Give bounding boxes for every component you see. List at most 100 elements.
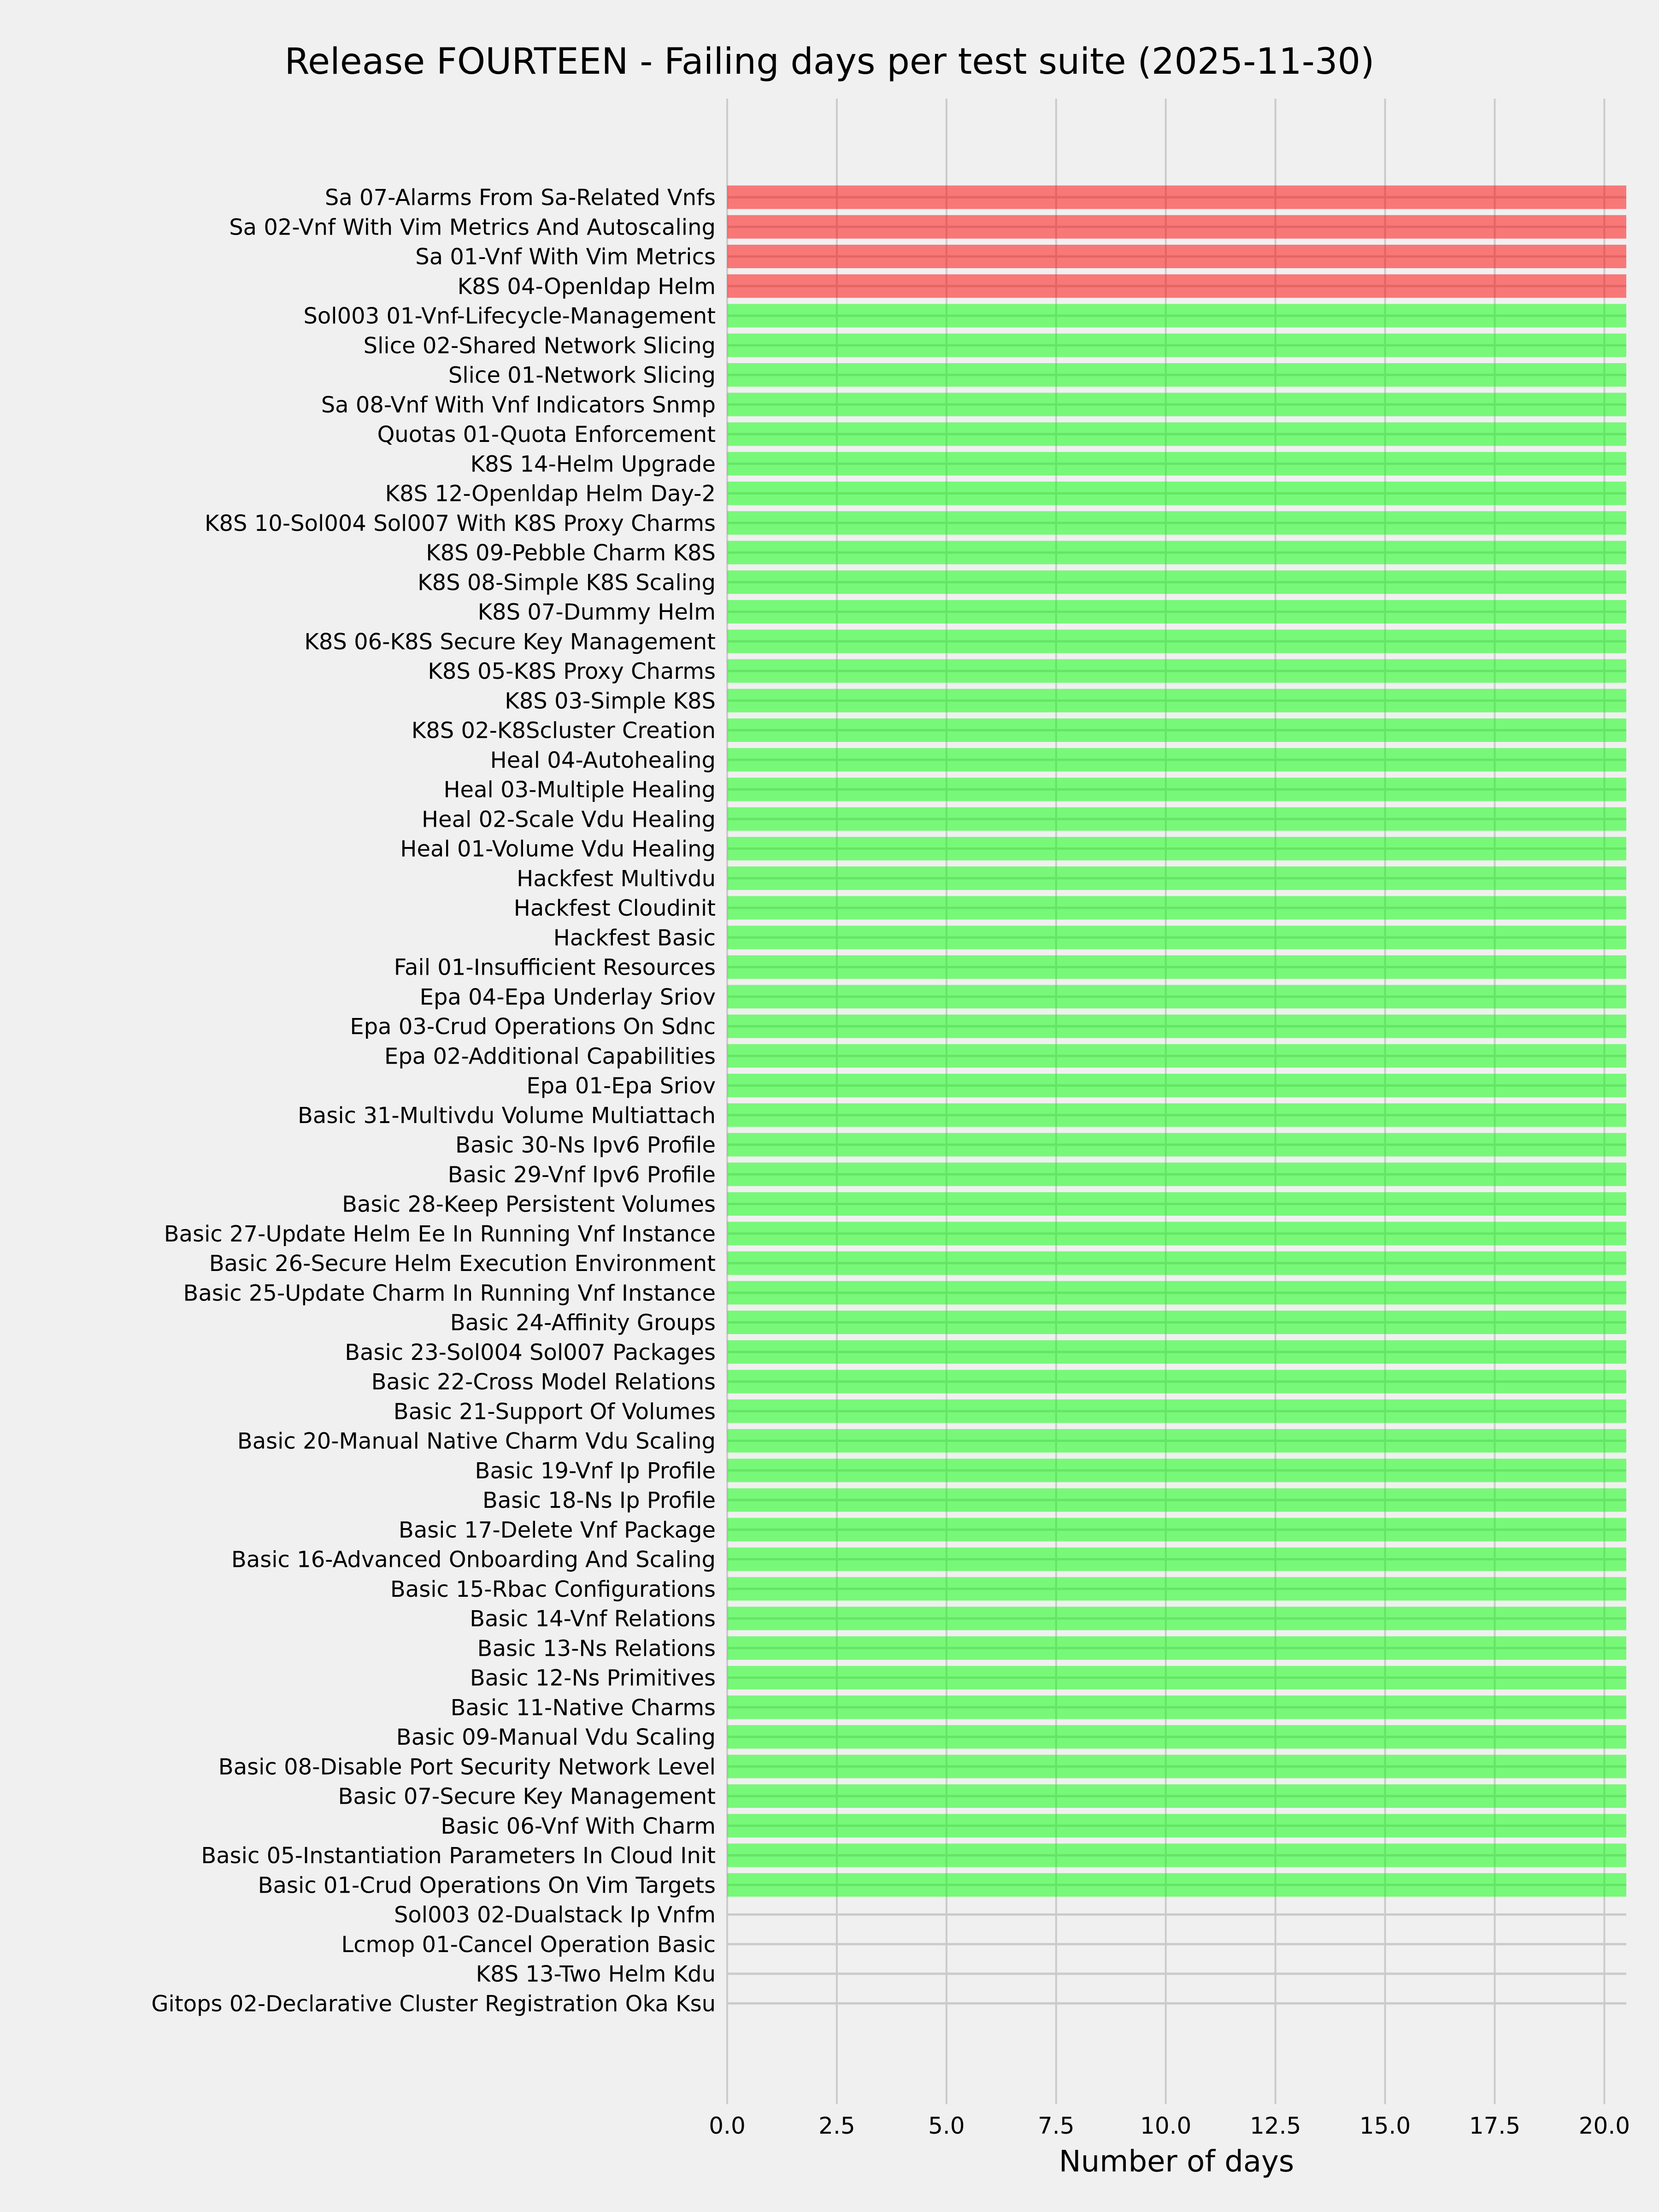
bar: [727, 333, 1626, 357]
bar: [727, 511, 1626, 535]
bar: [727, 1192, 1626, 1216]
bar: [727, 452, 1626, 476]
bar: [727, 1873, 1626, 1897]
y-tick-label: Basic 28-Keep Persistent Volumes: [342, 1192, 716, 1218]
y-tick-label: Heal 02-Scale Vdu Healing: [422, 806, 716, 832]
y-tick-label: K8S 09-Pebble Charm K8S: [426, 540, 716, 566]
y-tick-label: Basic 09-Manual Vdu Scaling: [396, 1724, 716, 1750]
bars: [727, 185, 1626, 1897]
y-tick-label: Basic 08-Disable Port Security Network L…: [218, 1754, 716, 1780]
bar: [727, 659, 1626, 683]
bar: [727, 600, 1626, 624]
bar: [727, 837, 1626, 860]
bar: [727, 1518, 1626, 1541]
bar: [727, 688, 1626, 712]
x-axis-label: Number of days: [1059, 2145, 1294, 2179]
bar: [727, 1636, 1626, 1660]
y-tick-label: Basic 22-Cross Model Relations: [371, 1369, 716, 1395]
bar: [727, 304, 1626, 328]
y-tick-label: Sa 01-Vnf With Vim Metrics: [415, 244, 716, 270]
y-tick-label: Epa 04-Epa Underlay Sriov: [420, 984, 716, 1010]
y-tick-label: Heal 03-Multiple Healing: [443, 777, 716, 803]
bar: [727, 748, 1626, 772]
y-tick-label: Gitops 02-Declarative Cluster Registrati…: [151, 1991, 716, 2017]
chart-title: Release FOURTEEN - Failing days per test…: [284, 41, 1374, 82]
bar: [727, 422, 1626, 446]
x-tick-label: 10.0: [1140, 2112, 1191, 2139]
y-tick-label: K8S 10-Sol004 Sol007 With K8S Proxy Char…: [205, 511, 716, 536]
bar: [727, 1399, 1626, 1423]
y-tick-label: Heal 04-Autohealing: [490, 747, 716, 773]
bar: [727, 1281, 1626, 1305]
y-tick-label: Epa 02-Additional Capabilities: [384, 1043, 716, 1069]
bar: [727, 1488, 1626, 1512]
bar: [727, 1784, 1626, 1808]
bar: [727, 1459, 1626, 1483]
y-tick-label: Basic 25-Update Charm In Running Vnf Ins…: [183, 1280, 716, 1306]
x-tick-label: 7.5: [1038, 2112, 1075, 2139]
bar: [727, 215, 1626, 239]
y-tick-label: Basic 12-Ns Primitives: [470, 1665, 716, 1691]
y-tick-label: Epa 01-Epa Sriov: [526, 1073, 716, 1099]
y-tick-label: Basic 11-Native Charms: [451, 1695, 716, 1721]
x-tick-label: 15.0: [1359, 2112, 1411, 2139]
x-tick-label: 17.5: [1469, 2112, 1520, 2139]
bar: [727, 1577, 1626, 1601]
y-tick-label: Fail 01-Insufficient Resources: [394, 955, 716, 981]
y-tick-label: Basic 21-Support Of Volumes: [394, 1399, 716, 1424]
y-tick-label: Basic 17-Delete Vnf Package: [399, 1517, 716, 1543]
bar: [727, 896, 1626, 920]
y-tick-label: Lcmop 01-Cancel Operation Basic: [341, 1932, 716, 1958]
bar: [727, 1606, 1626, 1630]
y-tick-label: K8S 12-Openldap Helm Day-2: [385, 481, 716, 507]
y-tick-label: Basic 18-Ns Ip Profile: [482, 1488, 716, 1513]
x-tick-label: 12.5: [1250, 2112, 1301, 2139]
bar: [727, 393, 1626, 417]
y-tick-label: Quotas 01-Quota Enforcement: [377, 422, 716, 447]
bar: [727, 1340, 1626, 1364]
bar: [727, 1370, 1626, 1394]
bar: [727, 1044, 1626, 1068]
y-tick-label: K8S 05-K8S Proxy Charms: [428, 659, 716, 684]
bar: [727, 245, 1626, 268]
bar: [727, 482, 1626, 505]
bar: [727, 1251, 1626, 1275]
y-tick-label: K8S 03-Simple K8S: [505, 688, 716, 714]
y-tick-label: Basic 07-Secure Key Management: [338, 1784, 716, 1810]
bar: [727, 185, 1626, 209]
y-tick-label: Basic 15-Rbac Configurations: [390, 1577, 716, 1602]
x-tick-label: 5.0: [928, 2112, 965, 2139]
bar: [727, 925, 1626, 949]
y-tick-label: K8S 02-K8Scluster Creation: [412, 718, 716, 744]
bar: [727, 777, 1626, 801]
y-tick-label: Sa 08-Vnf With Vnf Indicators Snmp: [321, 392, 716, 418]
bar: [727, 1162, 1626, 1186]
bar: [727, 1547, 1626, 1571]
bar: [727, 1814, 1626, 1838]
bar: [727, 1103, 1626, 1127]
bar: [727, 955, 1626, 979]
bar: [727, 1666, 1626, 1689]
bar: [727, 274, 1626, 298]
x-tick-labels: 0.0 2.5 5.0 7.5 10.0 12.5 15.0 17.5 20.0: [709, 2112, 1630, 2139]
y-tick-label: Basic 31-Multivdu Volume Multiattach: [298, 1103, 716, 1129]
y-tick-label: K8S 06-K8S Secure Key Management: [304, 629, 716, 655]
bar: [727, 985, 1626, 1009]
bar: [727, 1074, 1626, 1097]
x-tick-label: 20.0: [1579, 2112, 1630, 2139]
y-tick-label: Slice 02-Shared Network Slicing: [364, 333, 716, 359]
y-tick-label: Basic 13-Ns Relations: [477, 1635, 716, 1661]
y-tick-label: K8S 08-Simple K8S Scaling: [418, 570, 716, 595]
bar: [727, 1133, 1626, 1157]
y-tick-label: Basic 01-Crud Operations On Vim Targets: [258, 1872, 716, 1898]
x-tick-label: 0.0: [709, 2112, 746, 2139]
bar: [727, 541, 1626, 565]
y-tick-label: Hackfest Cloudinit: [514, 895, 716, 921]
y-tick-label: Hackfest Basic: [553, 925, 716, 951]
bar: [727, 1014, 1626, 1038]
y-tick-label: Basic 27-Update Helm Ee In Running Vnf I…: [164, 1221, 716, 1247]
y-tick-label: Basic 14-Vnf Relations: [470, 1606, 716, 1632]
bar: [727, 629, 1626, 653]
bar: [727, 866, 1626, 890]
